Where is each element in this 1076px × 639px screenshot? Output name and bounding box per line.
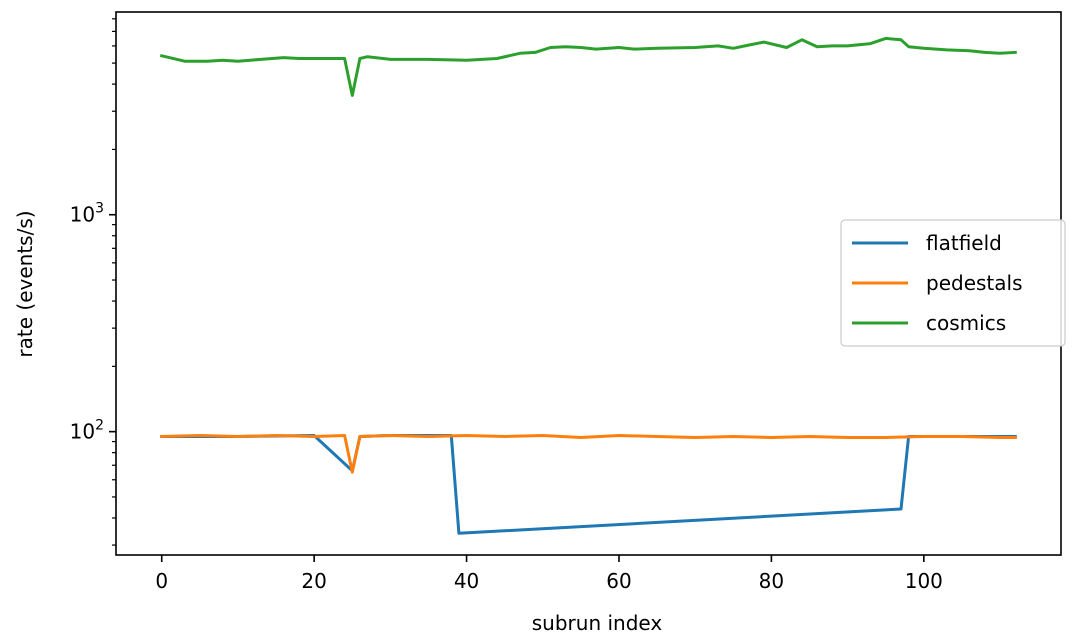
legend-label-pedestals: pedestals: [926, 271, 1023, 295]
x-tick-label: 80: [759, 569, 784, 593]
series-layer: [159, 36, 1017, 535]
y-axis-label: rate (events/s): [13, 210, 37, 357]
legend-label-cosmics: cosmics: [926, 311, 1006, 335]
series-line-cosmics: [159, 36, 1017, 97]
y-tick-label: 103: [70, 201, 104, 227]
legend-label-flatfield: flatfield: [926, 231, 1002, 255]
x-tick-label: 60: [606, 569, 631, 593]
x-axis-label: subrun index: [532, 611, 663, 635]
x-tick-label: 20: [301, 569, 326, 593]
x-tick-label: 0: [155, 569, 168, 593]
legend-box: [840, 219, 1066, 347]
ticks-layer: 0 20 40 60 80 100 102 103: [70, 18, 943, 593]
legend: flatfield pedestals cosmics: [840, 219, 1066, 347]
x-tick-label: 40: [454, 569, 479, 593]
x-tick-label: 100: [905, 569, 943, 593]
y-tick-label: 102: [70, 418, 104, 444]
legend-items: flatfield pedestals cosmics: [852, 231, 1023, 335]
series-line-pedestals: [160, 434, 1017, 474]
